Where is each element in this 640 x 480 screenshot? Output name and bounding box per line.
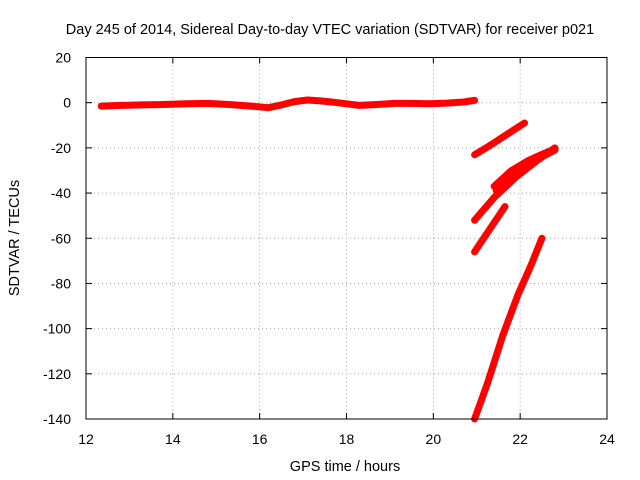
y-axis-label: SDTVAR / TECUs <box>7 180 23 296</box>
y-tick-label: -140 <box>43 411 71 427</box>
series-line-track-5 <box>471 144 559 224</box>
series-line-track-6 <box>471 203 509 256</box>
x-tick-labels: 12 14 16 18 20 22 24 <box>78 431 615 447</box>
x-tick-label: 22 <box>512 431 528 447</box>
x-tick-label: 18 <box>339 431 355 447</box>
grid <box>86 57 607 419</box>
x-tick-label: 20 <box>426 431 442 447</box>
x-tick-label: 12 <box>78 431 94 447</box>
x-tick-label: 16 <box>252 431 268 447</box>
x-tick-label: 24 <box>599 431 615 447</box>
series-line-track-7 <box>471 234 546 423</box>
x-tick-label: 14 <box>165 431 181 447</box>
x-axis-label: GPS time / hours <box>290 459 400 475</box>
y-tick-label: -120 <box>43 366 71 382</box>
series-line-track-2 <box>471 119 528 159</box>
series-line-track-1 <box>97 96 479 112</box>
axis-ticks <box>85 57 608 420</box>
y-tick-label: -60 <box>51 230 71 246</box>
y-tick-label: -100 <box>43 321 71 337</box>
y-tick-labels: 20 0 -20 -40 -60 -80 -100 -120 -140 <box>43 50 71 428</box>
data-series <box>97 96 559 423</box>
y-tick-label: -40 <box>51 185 71 201</box>
y-tick-label: 20 <box>55 50 71 66</box>
y-tick-label: 0 <box>63 95 71 111</box>
chart-title: Day 245 of 2014, Sidereal Day-to-day VTE… <box>66 22 594 38</box>
y-tick-label: -20 <box>51 140 71 156</box>
y-tick-label: -80 <box>51 275 71 291</box>
